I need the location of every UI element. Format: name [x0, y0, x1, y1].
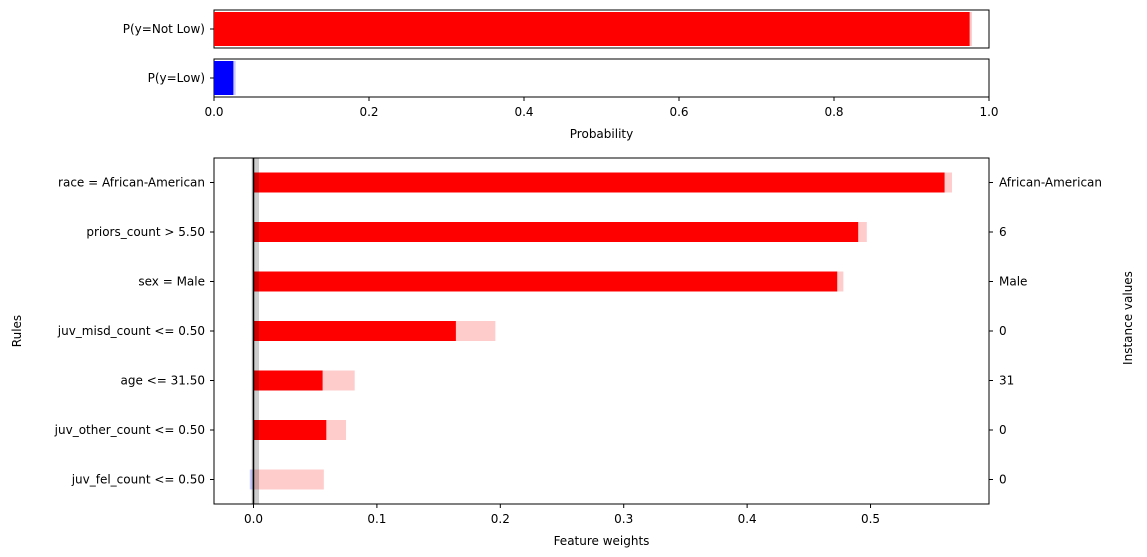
x-tick-label: 0.0: [244, 512, 263, 526]
rule-label: juv_fel_count <= 0.50: [71, 473, 205, 487]
instance-value-label: African-American: [999, 176, 1102, 190]
x-tick-label: 1.0: [979, 105, 998, 119]
x-tick-label: 0.4: [738, 512, 757, 526]
y-axis-label: Rules: [10, 315, 24, 347]
x-tick-label: 0.0: [204, 105, 223, 119]
zero-uncertainty-band: [251, 158, 260, 504]
rule-label: race = African-American: [58, 176, 205, 190]
rule-label: juv_other_count <= 0.50: [54, 423, 205, 437]
weight-bar: [253, 271, 838, 292]
instance-value-label: 0: [999, 423, 1007, 437]
weight-bar: [253, 370, 323, 391]
x-tick-label: 0.5: [861, 512, 880, 526]
rule-label: juv_misd_count <= 0.50: [57, 324, 205, 338]
weight-interval-negative: [249, 469, 254, 490]
x-tick-label: 0.8: [824, 105, 843, 119]
weight-bar: [253, 172, 945, 193]
x-tick-label: 0.2: [359, 105, 378, 119]
x-tick-label: 0.1: [367, 512, 386, 526]
category-label: P(y=Not Low): [123, 22, 205, 36]
x-tick-label: 0.4: [514, 105, 533, 119]
instance-value-label: 0: [999, 324, 1007, 338]
rule-label: age <= 31.50: [121, 374, 205, 388]
probability-chart: P(y=Not Low) P(y=Low) 0.0 0.2 0.4 0.6 0.8 1.0 Pr…: [123, 9, 999, 141]
weight-bar: [253, 321, 456, 341]
right-y-axis-label: Instance values: [1121, 271, 1135, 365]
x-tick-label: 0.2: [491, 512, 510, 526]
instance-value-label: Male: [999, 275, 1027, 289]
category-label: P(y=Low): [148, 71, 205, 85]
x-tick-label: 0.6: [669, 105, 688, 119]
instance-value-label: 31: [999, 374, 1014, 388]
x-axis-label: Probability: [570, 127, 633, 141]
rule-label: priors_count > 5.50: [86, 225, 205, 239]
probability-bar: [214, 61, 234, 95]
weight-bar: [253, 420, 327, 440]
weight-interval-bar: [253, 469, 324, 490]
probability-bar: [214, 12, 970, 46]
probability-panel-1: [213, 58, 990, 98]
instance-value-label: 0: [999, 473, 1007, 487]
feature-weights-chart: race = African-American African-American p…: [10, 157, 1135, 548]
x-tick-label: 0.3: [614, 512, 633, 526]
weight-bar: [253, 222, 859, 242]
x-axis-label: Feature weights: [554, 534, 650, 548]
rule-label: sex = Male: [138, 275, 205, 289]
instance-value-label: 6: [999, 225, 1007, 239]
